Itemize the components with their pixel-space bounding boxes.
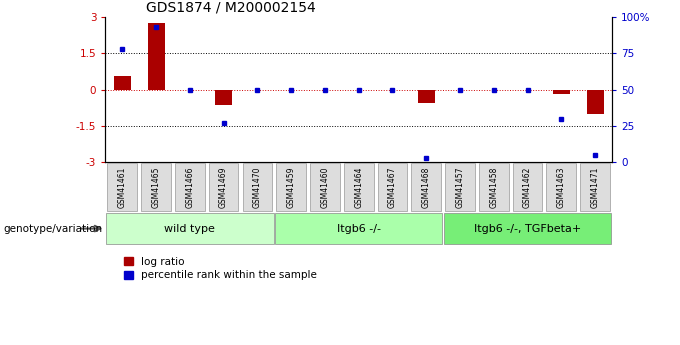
FancyBboxPatch shape — [547, 163, 576, 211]
FancyBboxPatch shape — [445, 163, 475, 211]
FancyBboxPatch shape — [107, 163, 137, 211]
FancyBboxPatch shape — [276, 163, 306, 211]
Text: GSM41462: GSM41462 — [523, 167, 532, 208]
FancyBboxPatch shape — [411, 163, 441, 211]
Text: GSM41466: GSM41466 — [186, 166, 194, 208]
FancyBboxPatch shape — [580, 163, 610, 211]
Text: GSM41468: GSM41468 — [422, 167, 430, 208]
Bar — [587, 90, 604, 114]
FancyBboxPatch shape — [106, 214, 273, 244]
Text: GSM41463: GSM41463 — [557, 166, 566, 208]
FancyBboxPatch shape — [344, 163, 373, 211]
FancyBboxPatch shape — [141, 163, 171, 211]
FancyBboxPatch shape — [479, 163, 509, 211]
Bar — [114, 77, 131, 90]
FancyBboxPatch shape — [209, 163, 239, 211]
Text: Itgb6 -/-, TGFbeta+: Itgb6 -/-, TGFbeta+ — [474, 224, 581, 234]
Text: GSM41460: GSM41460 — [320, 166, 329, 208]
FancyBboxPatch shape — [444, 214, 611, 244]
FancyBboxPatch shape — [377, 163, 407, 211]
Bar — [418, 90, 435, 103]
Text: GSM41469: GSM41469 — [219, 166, 228, 208]
Text: GSM41464: GSM41464 — [354, 166, 363, 208]
Text: GSM41467: GSM41467 — [388, 166, 397, 208]
Legend: log ratio, percentile rank within the sample: log ratio, percentile rank within the sa… — [124, 257, 317, 280]
Text: Itgb6 -/-: Itgb6 -/- — [337, 224, 381, 234]
Text: GSM41461: GSM41461 — [118, 167, 126, 208]
Text: GSM41459: GSM41459 — [287, 166, 296, 208]
Text: genotype/variation: genotype/variation — [3, 224, 103, 234]
FancyBboxPatch shape — [175, 163, 205, 211]
FancyBboxPatch shape — [275, 214, 443, 244]
Text: GSM41470: GSM41470 — [253, 166, 262, 208]
Text: GSM41458: GSM41458 — [490, 167, 498, 208]
Text: wild type: wild type — [165, 224, 216, 234]
FancyBboxPatch shape — [243, 163, 272, 211]
Text: GSM41457: GSM41457 — [456, 166, 464, 208]
FancyBboxPatch shape — [513, 163, 543, 211]
Text: GDS1874 / M200002154: GDS1874 / M200002154 — [146, 1, 316, 15]
Bar — [148, 23, 165, 90]
Bar — [215, 90, 232, 105]
Bar — [553, 90, 570, 94]
Text: GSM41471: GSM41471 — [591, 167, 600, 208]
FancyBboxPatch shape — [310, 163, 340, 211]
Text: GSM41465: GSM41465 — [152, 166, 160, 208]
